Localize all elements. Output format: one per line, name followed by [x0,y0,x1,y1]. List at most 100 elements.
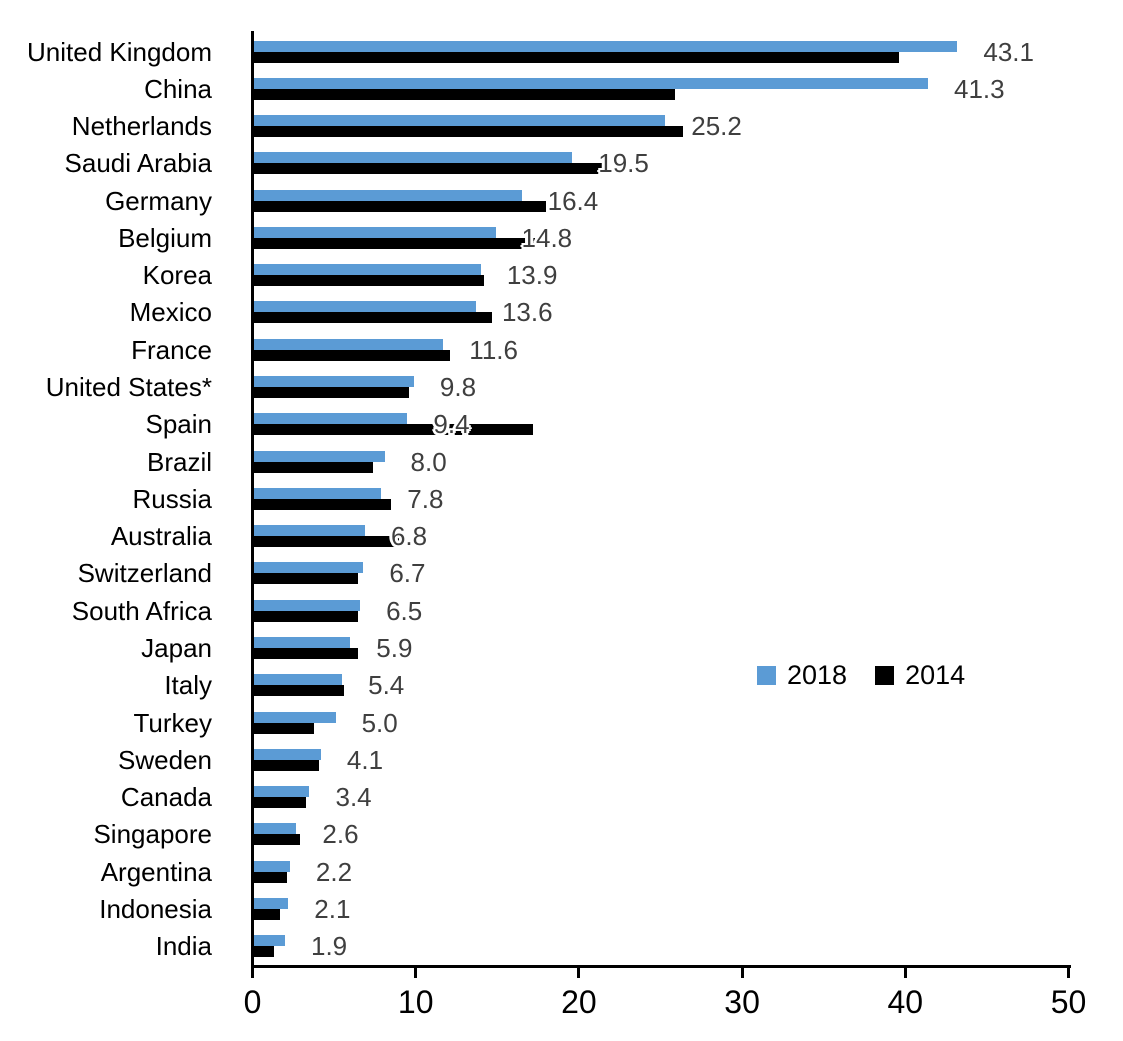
category-label: Sweden [118,744,212,775]
category-label: Korea [142,260,212,291]
value-label: 4.1 [346,744,384,775]
value-label: 6.8 [390,521,428,552]
category-label: Singapore [93,819,212,850]
value-label: 5.9 [376,632,413,663]
x-tick-mark [414,968,418,978]
bar-2018 [254,487,382,499]
x-tick-label: 30 [724,984,760,1020]
bar-2018 [254,525,365,537]
bar-2014 [254,424,534,436]
value-label: 6.7 [389,558,426,589]
value-label: 14.8 [521,222,573,253]
category-label: Belgium [118,222,212,253]
value-label: 7.8 [407,483,444,514]
category-label: Russia [132,483,212,514]
value-label: 43.1 [983,36,1034,67]
value-label: 13.6 [501,297,553,328]
bar-2018 [254,860,290,872]
legend-entry-2014: 2014 [875,660,965,691]
bar-2014 [254,908,281,920]
y-axis-line [251,31,254,977]
category-label: South Africa [71,595,212,626]
x-tick-label: 10 [397,984,434,1020]
bar-2014 [254,759,320,771]
value-label: 2.1 [314,893,351,924]
bar-2018 [254,935,285,947]
bar-2018 [254,152,573,164]
bar-2014 [254,387,410,399]
bar-2014 [254,163,605,175]
bar-2014 [254,685,344,697]
value-label: 11.6 [469,334,518,365]
bar-2014 [254,51,899,63]
legend-label-2018: 2018 [787,660,848,690]
bar-2014 [254,498,392,510]
value-label: 16.4 [547,185,599,216]
x-tick-label: 50 [1050,984,1087,1020]
value-label: 8.0 [410,446,447,477]
bar-2018 [254,189,522,201]
value-label: 19.5 [598,148,649,179]
bar-2018 [254,897,289,909]
value-label: 1.9 [311,931,348,962]
category-label: Argentina [100,856,212,887]
category-label: Spain [145,409,213,440]
value-label: 3.4 [335,782,372,813]
bar-2018 [254,450,385,462]
value-label: 2.2 [315,856,353,887]
category-label: Switzerland [77,558,212,589]
legend-label-2014: 2014 [905,660,966,690]
category-label: Australia [110,521,212,552]
category-label: United States* [45,372,212,403]
bar-2018 [254,562,364,574]
bar-2014 [254,237,535,249]
category-label: India [155,931,212,962]
legend-swatch-2018 [757,666,776,685]
category-label: Japan [141,632,212,663]
category-label: Italy [164,670,212,701]
category-label: Germany [105,185,212,216]
bar-2014 [254,647,359,659]
legend-entry-2018: 2018 [757,660,847,691]
category-label: United Kingdom [27,36,212,67]
value-label: 5.4 [368,670,405,701]
category-label: Mexico [129,297,212,328]
bar-2014 [254,536,401,548]
bar-2014 [254,349,450,361]
bar-2014 [254,946,274,958]
bar-2018 [254,748,321,760]
x-tick-mark [1067,968,1070,978]
category-label: Brazil [146,446,212,477]
bar-2014 [254,461,374,473]
x-axis-line [251,965,1071,968]
bar-2014 [254,126,684,138]
bar-2014 [254,834,300,846]
value-label: 41.3 [954,73,1005,104]
x-tick-label: 0 [243,984,262,1020]
legend-swatch-2014 [875,666,895,685]
category-label: Canada [120,782,212,813]
bar-2014 [254,200,547,212]
bar-2014 [254,871,287,883]
value-label: 9.8 [439,372,477,403]
bar-2018 [254,77,929,89]
bar-2018 [254,636,351,648]
x-tick-mark [251,968,254,978]
bar-2018 [254,674,343,686]
value-label: 5.0 [361,707,398,738]
x-tick-mark [577,968,581,978]
bar-2018 [254,338,444,350]
value-label: 13.9 [506,260,558,291]
category-label: Indonesia [99,893,212,924]
bar-2014 [254,275,485,287]
bar-2018 [254,711,336,723]
bar-2018 [254,413,408,425]
x-tick-label: 40 [887,984,924,1020]
bar-2018 [254,786,310,798]
bar-2018 [254,301,476,313]
bar-2014 [254,573,359,585]
category-label: China [144,73,212,104]
bar-2018 [254,115,666,127]
bar-2014 [254,722,315,734]
